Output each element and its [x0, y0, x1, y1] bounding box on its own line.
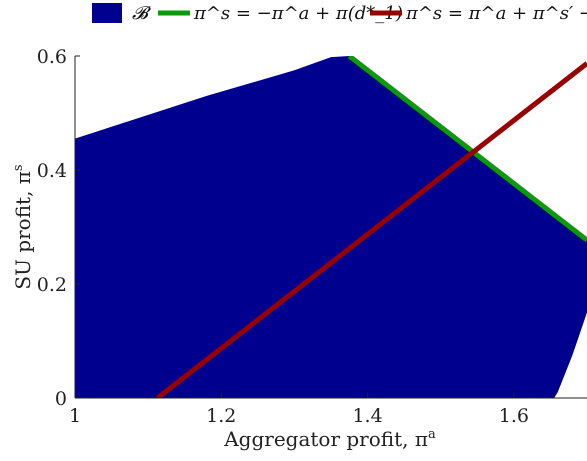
x-ticks: 1 1.2 1.4 1.6: [69, 393, 529, 427]
y-axis-label: SU profit, πs: [11, 164, 35, 289]
red-line: [156, 61, 587, 398]
legend-swatch-region: [92, 3, 122, 23]
x-tick-label: 1.2: [206, 405, 236, 427]
feasible-region: [75, 56, 587, 398]
y-tick-label: 0.4: [37, 160, 67, 182]
axes: [74, 56, 587, 399]
y-tick-label: 0: [55, 388, 67, 410]
y-tick-label: 0.2: [37, 274, 67, 296]
legend-label-green-line: π^s = −π^a + π(d*_1): [193, 3, 403, 24]
x-tick-label: 1: [69, 405, 81, 427]
legend-label-region: 𝓑: [132, 3, 151, 24]
x-tick-label: 1.4: [352, 405, 382, 427]
legend: 𝓑 π^s = −π^a + π(d*_1) π^s = π^a + π^s′ …: [92, 3, 587, 24]
plot-area: [75, 56, 587, 398]
y-ticks: 0 0.2 0.4 0.6: [37, 46, 80, 410]
x-tick-label: 1.6: [499, 405, 529, 427]
legend-label-red-line: π^s = π^a + π^s′ − π^a′: [405, 3, 587, 24]
x-axis-label: Aggregator profit, πa: [223, 427, 436, 451]
y-tick-label: 0.6: [37, 46, 67, 68]
green-line: [347, 56, 587, 243]
